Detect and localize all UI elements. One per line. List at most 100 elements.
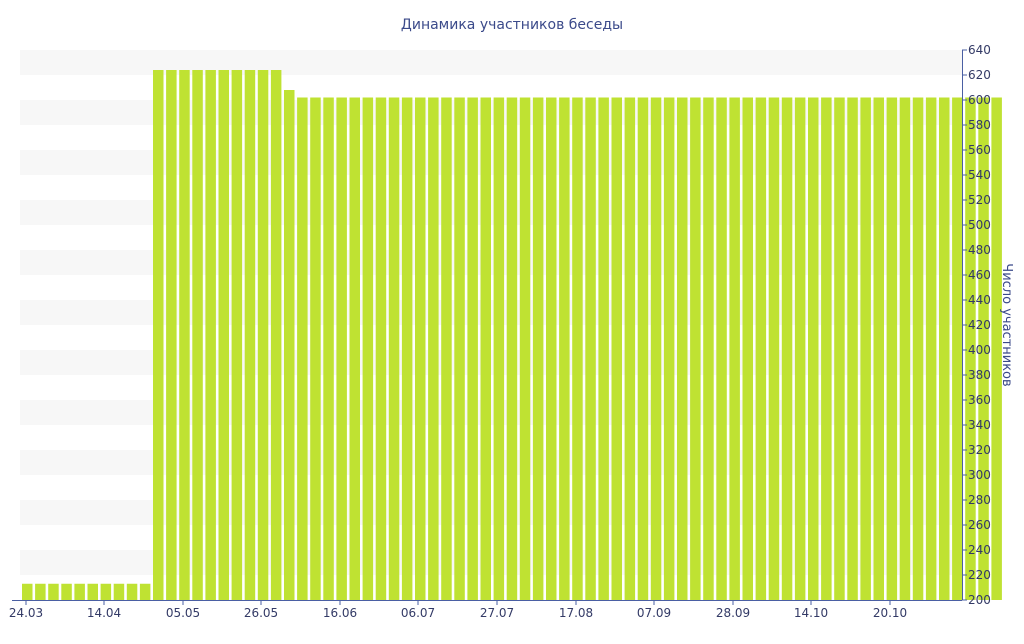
bar	[22, 583, 33, 600]
bar	[716, 97, 727, 600]
bar	[703, 97, 714, 600]
x-tick-label: 27.07	[480, 606, 514, 620]
bar	[139, 583, 151, 600]
y-tick-label: 480	[968, 243, 991, 257]
bar	[297, 97, 308, 600]
bar	[467, 97, 478, 600]
y-tick-label: 300	[968, 468, 991, 482]
bar	[572, 97, 583, 600]
chart-title: Динамика участников беседы	[401, 17, 623, 33]
bar	[270, 70, 282, 600]
bar	[428, 97, 439, 600]
y-tick-label: 580	[968, 118, 991, 132]
bar	[284, 90, 295, 600]
y-axis: 200 220 240 260 280 300 320 340 360 380 400 420 440 4…	[962, 43, 991, 607]
bar	[886, 97, 898, 600]
bar	[480, 97, 491, 600]
bar	[113, 583, 125, 600]
bar	[860, 97, 871, 600]
bar	[519, 97, 531, 600]
bar	[598, 97, 609, 600]
bar	[401, 97, 413, 600]
bar	[742, 97, 753, 600]
y-tick-label: 320	[968, 443, 991, 457]
bar-series	[22, 70, 1002, 600]
bar	[585, 97, 596, 600]
bar	[808, 97, 819, 600]
bar	[441, 97, 452, 600]
bar	[454, 97, 465, 600]
bar	[87, 583, 98, 600]
y-tick-label: 560	[968, 143, 991, 157]
x-tick-label: 05.05	[166, 606, 200, 620]
bar	[624, 97, 636, 600]
bar	[965, 97, 976, 600]
y-axis-label: Число участников	[999, 263, 1014, 386]
bar	[847, 97, 858, 600]
bar	[991, 97, 1002, 600]
bar	[336, 97, 347, 600]
bar	[244, 70, 256, 600]
bar	[532, 97, 544, 600]
bar	[978, 97, 989, 600]
x-tick-label: 14.04	[87, 606, 121, 620]
x-tick-label: 06.07	[401, 606, 435, 620]
bar	[650, 97, 662, 600]
y-tick-label: 280	[968, 493, 991, 507]
y-tick-label: 400	[968, 343, 991, 357]
bar	[663, 97, 675, 600]
x-tick-label: 14.10	[794, 606, 828, 620]
x-tick-label: 24.03	[9, 606, 43, 620]
y-tick-label: 500	[968, 218, 991, 232]
bar	[912, 97, 924, 600]
bar	[637, 97, 649, 600]
bar	[349, 97, 360, 600]
bar	[506, 97, 518, 600]
y-tick-label: 360	[968, 393, 991, 407]
bar	[257, 70, 269, 600]
bar	[48, 583, 59, 600]
bar	[546, 97, 557, 600]
y-tick-label: 640	[968, 43, 991, 57]
bar	[821, 97, 832, 600]
bar	[899, 97, 911, 600]
y-tick-label: 460	[968, 268, 991, 282]
bar	[375, 97, 387, 600]
bar	[834, 97, 845, 600]
bar	[925, 97, 937, 600]
x-tick-label: 16.06	[323, 606, 357, 620]
bar	[205, 70, 216, 600]
x-tick-label: 17.08	[559, 606, 593, 620]
bar	[35, 583, 46, 600]
bar	[493, 97, 505, 600]
y-tick-label: 260	[968, 518, 991, 532]
y-tick-label: 620	[968, 68, 991, 82]
bar	[873, 97, 884, 600]
plot-band	[20, 50, 962, 75]
bar	[153, 70, 164, 600]
bar	[192, 70, 203, 600]
bar	[952, 97, 963, 600]
y-tick-label: 540	[968, 168, 991, 182]
bar	[781, 97, 793, 600]
bar	[415, 97, 426, 600]
y-tick-label: 600	[968, 93, 991, 107]
bar	[100, 583, 112, 600]
x-tick-label: 28.09	[716, 606, 750, 620]
bar	[61, 583, 72, 600]
x-tick-label: 07.09	[637, 606, 671, 620]
bar	[768, 97, 780, 600]
bar	[611, 97, 622, 600]
y-tick-label: 520	[968, 193, 991, 207]
y-tick-label: 240	[968, 543, 991, 557]
y-tick-label: 380	[968, 368, 991, 382]
bar	[939, 97, 950, 600]
bar	[310, 97, 321, 600]
bar	[388, 97, 400, 600]
bar	[729, 97, 740, 600]
bar	[794, 97, 806, 600]
bar	[231, 70, 243, 600]
bar	[218, 70, 229, 600]
